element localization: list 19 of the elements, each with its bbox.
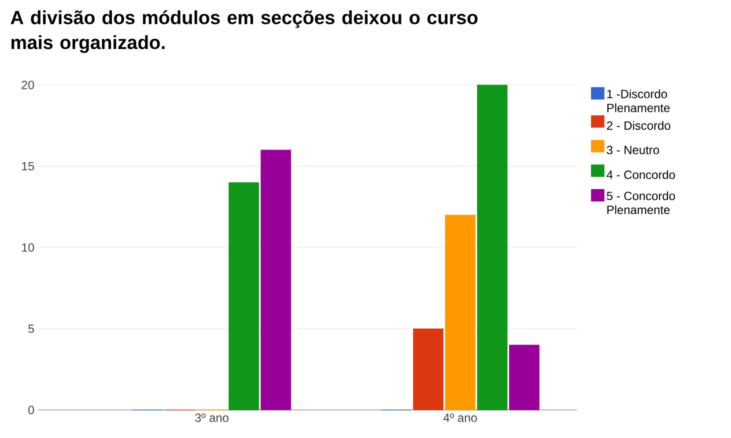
bar bbox=[260, 150, 292, 410]
bar bbox=[509, 344, 540, 410]
x-tick-label: 4º ano bbox=[443, 414, 477, 422]
legend-label: 5 - Concordo Plenamente bbox=[606, 191, 675, 214]
legend-label: 3 - Neutro bbox=[606, 146, 660, 154]
y-tick-label: 10 bbox=[22, 243, 34, 252]
bar bbox=[228, 182, 260, 410]
bar bbox=[413, 328, 444, 410]
bar bbox=[477, 84, 508, 410]
bar bbox=[445, 214, 476, 410]
chart-title: A divisão dos módulos em secções deixou o curso mais organizado. bbox=[10, 10, 478, 53]
x-tick-label: 3º ano bbox=[195, 414, 228, 422]
legend-label: 4 - Concordo bbox=[606, 170, 675, 180]
y-tick-label: 20 bbox=[22, 80, 34, 90]
legend-label: 1 -Discordo Plenamente bbox=[607, 89, 670, 112]
y-tick-label: 15 bbox=[22, 162, 34, 170]
legend-label: 2 - Discordo bbox=[606, 121, 670, 130]
y-tick-label: 0 bbox=[28, 406, 34, 414]
y-tick-label: 5 bbox=[28, 324, 34, 333]
